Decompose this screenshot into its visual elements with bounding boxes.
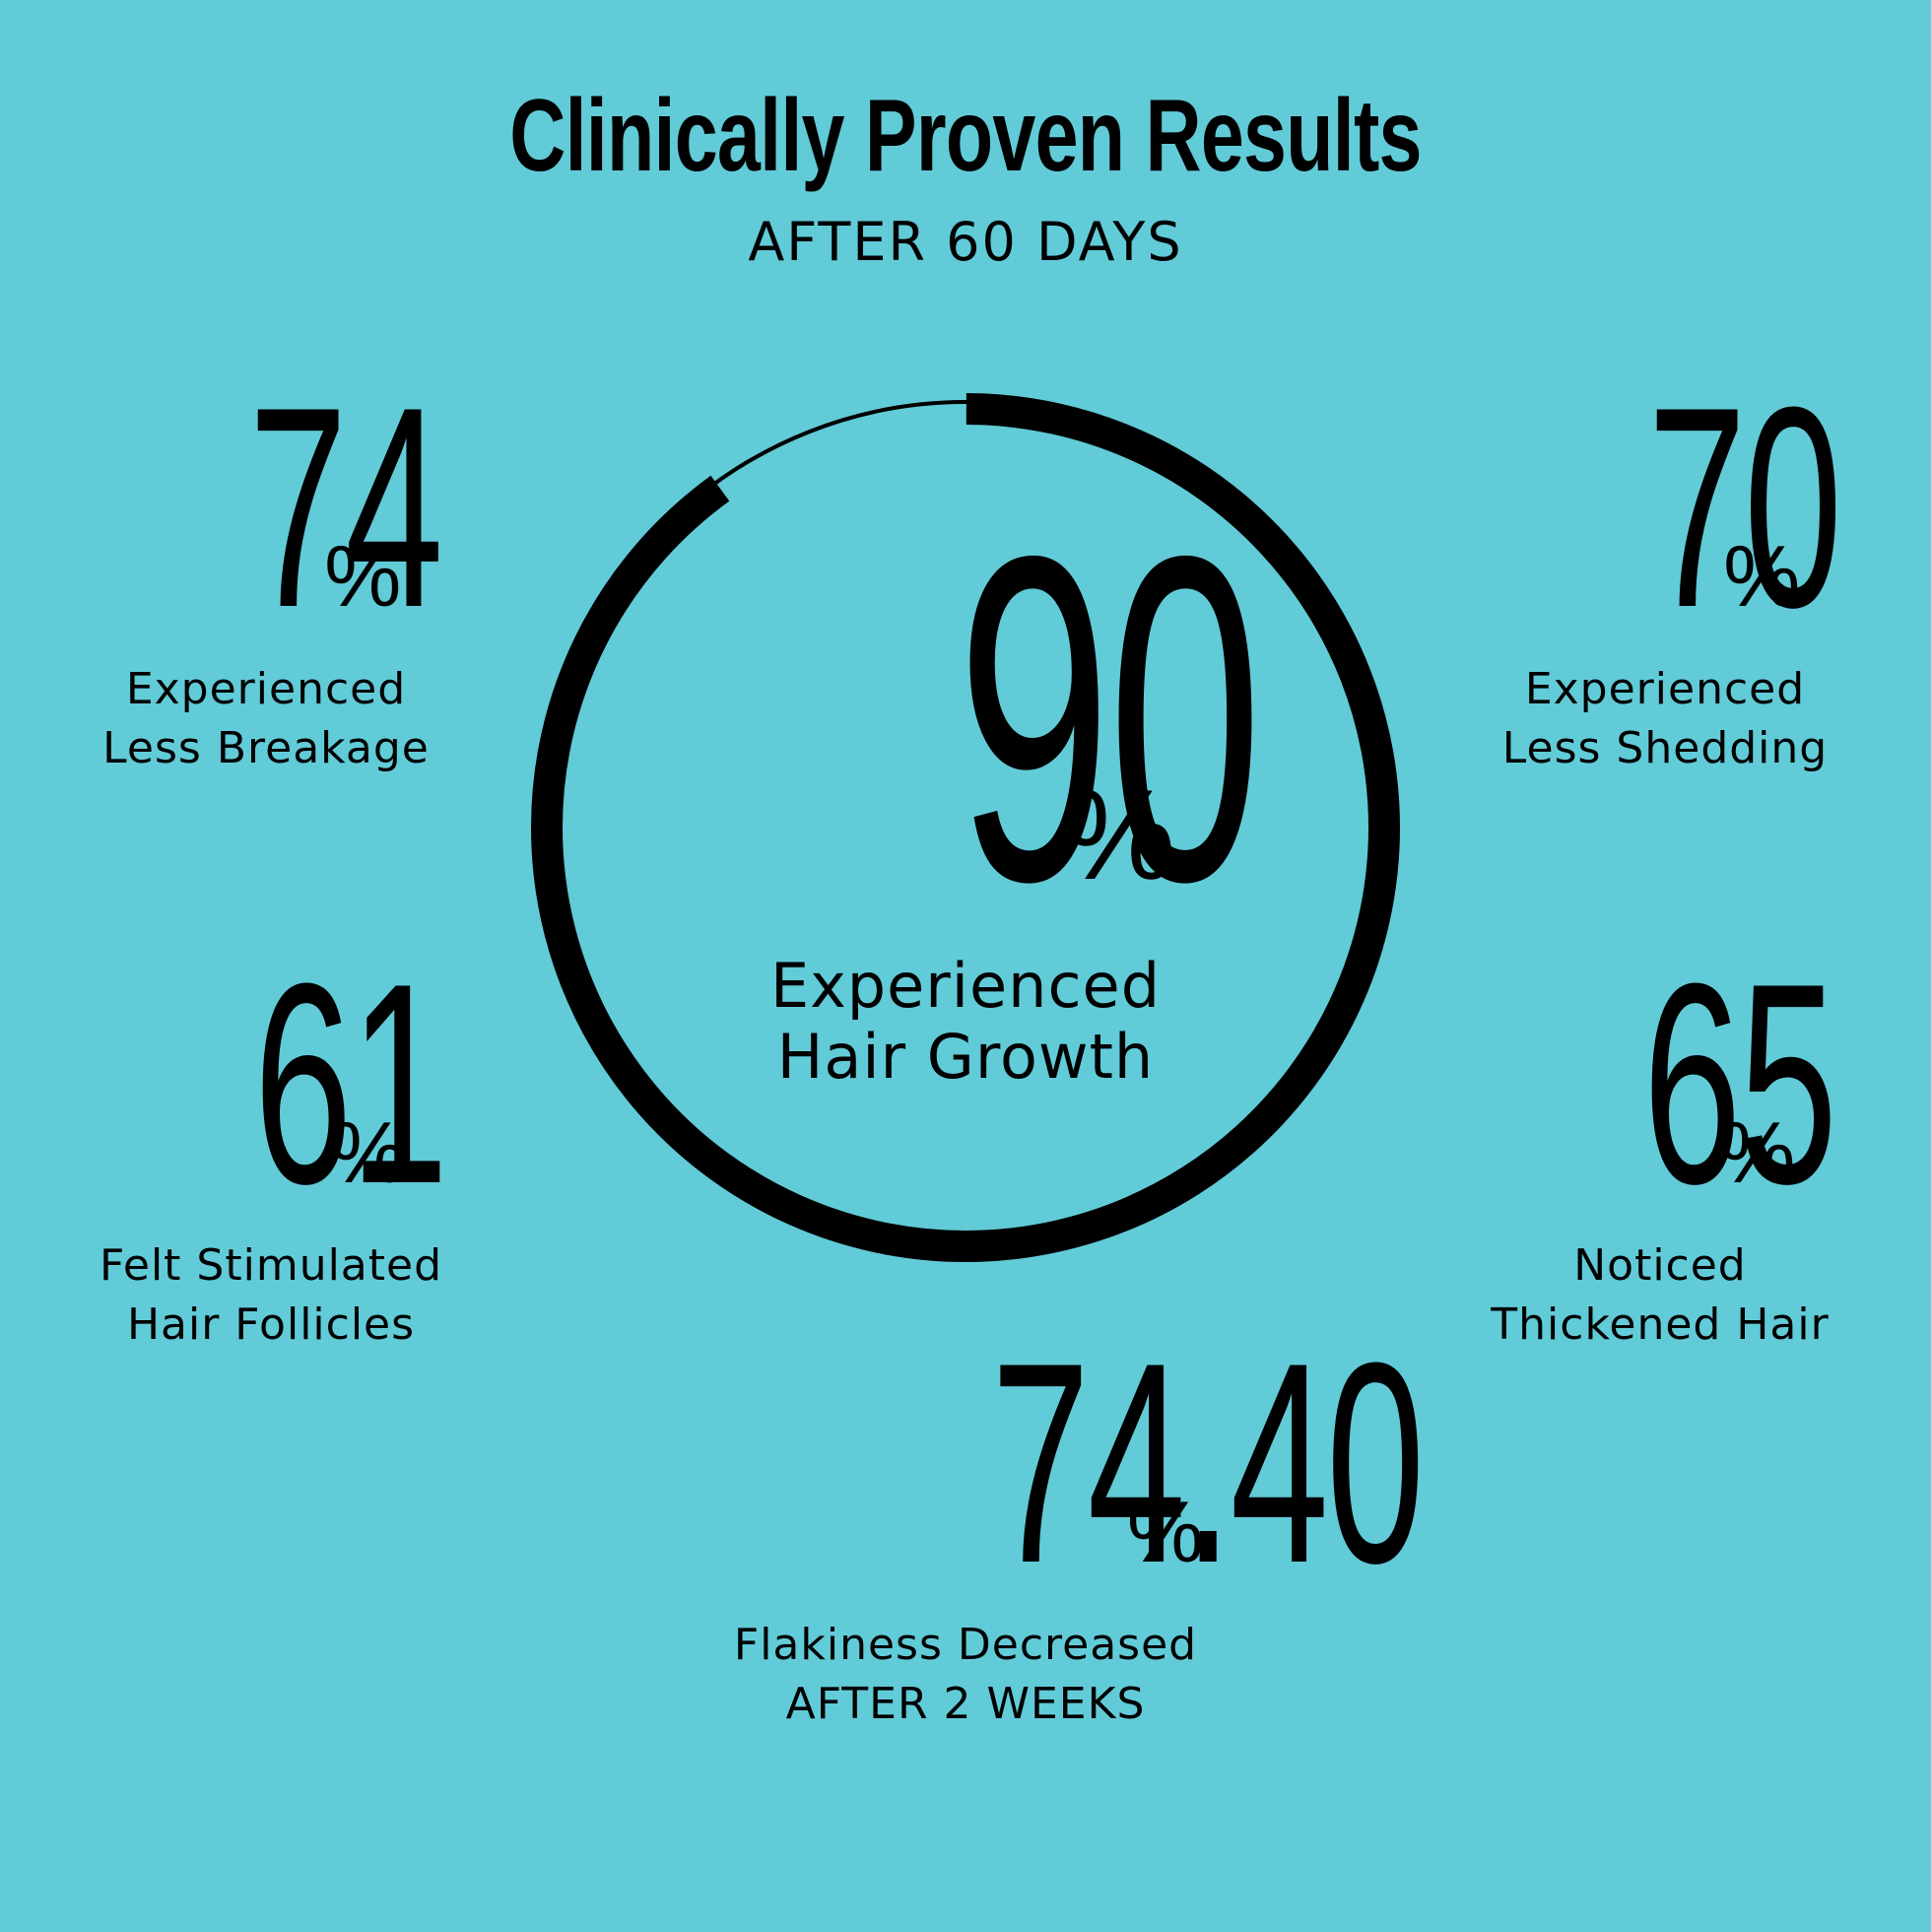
percent-sign: % [324,527,402,625]
stat-value: 65% [1448,924,1872,1243]
stat-label: Flakiness Decreased AFTER 2 WEEKS [493,1616,1438,1734]
stat-flakiness-decreased: 74.40% Flakiness Decreased AFTER 2 WEEKS [493,1303,1438,1744]
stat-value: 61% [59,924,483,1243]
stat-label: Experienced Hair Growth [552,951,1379,1093]
page-subtitle: AFTER 60 DAYS [748,211,1183,273]
percent-sign: % [1061,763,1176,906]
stat-label-line: Hair Follicles [126,1299,416,1350]
stat-label-line: Noticed [1573,1240,1747,1291]
percent-sign: % [1723,527,1801,625]
stat-label-line: Hair Growth [776,1021,1155,1093]
stat-number: 65 [1642,924,1837,1243]
stat-label: Felt Stimulated Hair Follicles [59,1236,483,1355]
percent-sign: % [1718,1103,1796,1201]
stat-less-breakage: 74% Experienced Less Breakage [59,348,473,788]
stat-label: Experienced Less Shedding [1458,660,1872,778]
stat-label-line: Experienced [769,950,1162,1022]
stat-label-line: Less Shedding [1501,723,1829,773]
stat-number: 74 [248,348,443,667]
stat-number: 90 [957,460,1262,977]
stat-value: 70% [1458,348,1872,667]
stat-hair-growth: 90% Experienced Hair Growth [552,460,1379,1103]
stat-label-line: Felt Stimulated [99,1240,443,1291]
stat-value: 90% [552,460,1379,977]
progress-ring-arc [531,393,1400,1262]
stat-number: 74.40 [991,1303,1425,1623]
page-title: Clinically Proven Results [509,79,1422,193]
stat-label-line: AFTER 2 WEEKS [785,1679,1146,1729]
stat-thickened-hair: 65% Noticed Thickened Hair [1448,924,1872,1365]
stat-label: Experienced Less Breakage [59,660,473,778]
percent-sign: % [329,1103,407,1201]
percent-sign: % [1126,1483,1204,1580]
stat-label-line: Experienced [1524,664,1806,714]
stat-label-line: Experienced [125,664,407,714]
stat-label-line: Flakiness Decreased [733,1620,1198,1670]
stat-less-shedding: 70% Experienced Less Shedding [1458,348,1872,788]
stat-number: 70 [1647,348,1842,667]
stat-label-line: Thickened Hair [1491,1299,1830,1350]
stat-label: Noticed Thickened Hair [1448,1236,1872,1355]
stat-label-line: Less Breakage [102,723,430,773]
stat-value: 74.40% [493,1303,1438,1623]
stat-stimulated-follicles: 61% Felt Stimulated Hair Follicles [59,924,483,1365]
stat-number: 61 [253,924,448,1243]
stat-value: 74% [59,348,473,667]
